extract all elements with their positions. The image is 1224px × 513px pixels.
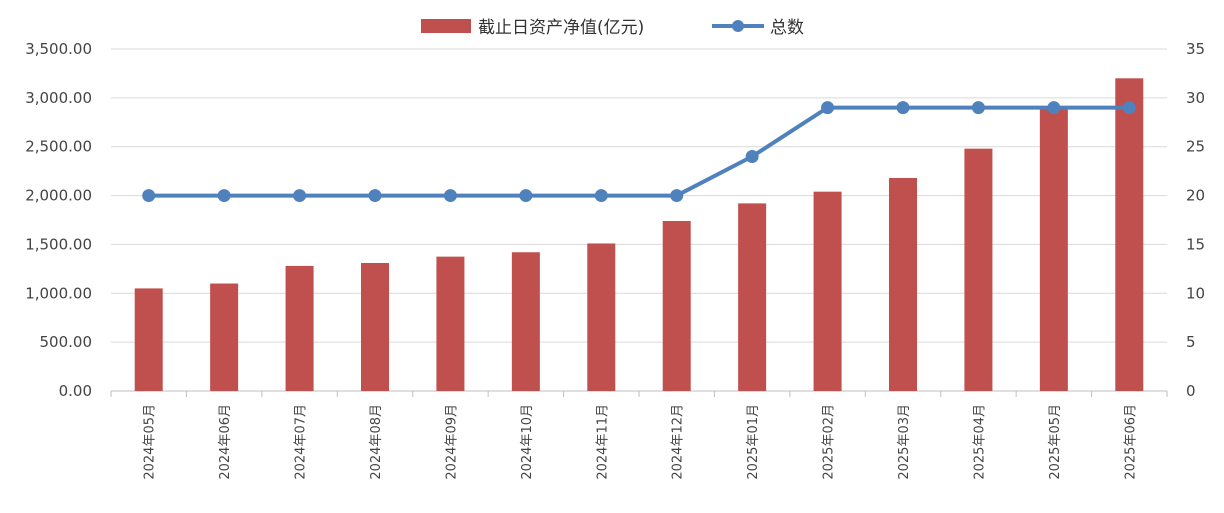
x-tick-label: 2024年12月	[671, 404, 686, 480]
legend-label-line: 总数	[770, 18, 804, 38]
bar	[889, 177, 917, 391]
line-point	[745, 149, 759, 163]
series-line	[148, 105, 1130, 198]
bar	[964, 148, 993, 391]
bar	[511, 252, 540, 391]
y-left-tick-label: 3,000.00	[25, 89, 92, 107]
x-tick-label: 2025年05月	[1048, 404, 1063, 480]
line-point	[1122, 101, 1136, 115]
x-tick-label: 2024年10月	[520, 404, 535, 480]
y-right-tick-label: 0	[1186, 382, 1196, 400]
x-tick-label: 2024年05月	[143, 404, 158, 480]
legend-swatch-marker	[732, 20, 744, 32]
bar	[361, 262, 389, 391]
legend-label-bar: 截止日资产净值(亿元)	[478, 18, 644, 38]
line-point	[217, 189, 231, 203]
y-left-tick-label: 1,000.00	[25, 284, 92, 302]
y-right-tick-label: 25	[1186, 138, 1205, 156]
line-point	[443, 189, 457, 203]
bar	[738, 203, 767, 391]
bar	[587, 243, 616, 391]
x-tick-label: 2024年07月	[294, 404, 309, 480]
y-left-tick-label: 2,500.00	[25, 138, 92, 156]
y-left-tick-label: 500.00	[40, 333, 93, 351]
bar	[1115, 78, 1144, 392]
bar	[662, 220, 691, 391]
y-right-tick-label: 35	[1186, 40, 1205, 58]
y-right-tick-label: 30	[1186, 89, 1205, 107]
x-tick-label: 2024年09月	[444, 404, 459, 480]
x-tick-label: 2024年06月	[218, 404, 233, 480]
x-tick-label: 2025年03月	[897, 404, 912, 480]
y-right-tick-label: 20	[1186, 187, 1205, 205]
bar	[1039, 108, 1068, 391]
bar	[285, 265, 314, 391]
line-point	[670, 189, 684, 203]
y-right-tick-label: 10	[1186, 284, 1205, 302]
x-tick-label: 2024年08月	[369, 404, 384, 480]
y-left-tick-label: 0.00	[59, 382, 92, 400]
line-point	[368, 189, 382, 203]
x-tick-label: 2025年04月	[972, 404, 987, 480]
y-left-tick-label: 1,500.00	[25, 235, 92, 253]
x-tick-label: 2025年06月	[1123, 404, 1138, 480]
line-point	[293, 189, 307, 203]
line-point	[1047, 101, 1061, 115]
line-point	[594, 189, 608, 203]
y-left-tick-label: 3,500.00	[25, 40, 92, 58]
bar	[813, 191, 842, 391]
line-series	[142, 101, 1136, 203]
bar	[210, 283, 239, 391]
y-left-tick-label: 2,000.00	[25, 187, 92, 205]
line-point	[519, 189, 533, 203]
line-point	[142, 189, 156, 203]
bar	[436, 256, 465, 391]
y-right-tick-label: 5	[1186, 333, 1196, 351]
gridlines	[111, 48, 1167, 392]
line-point	[971, 101, 985, 115]
line-point	[896, 101, 910, 115]
axes: 0.00 500.00 1,000.00 1,500.00 2,000.00 2,500.…	[25, 40, 1205, 480]
line-point	[821, 101, 835, 115]
y-right-tick-label: 15	[1186, 235, 1205, 253]
legend: 截止日资产净值(亿元) 总数	[421, 18, 804, 38]
legend-swatch-bar	[421, 19, 471, 33]
x-tick-label: 2025年02月	[822, 404, 837, 480]
x-tick-label: 2024年11月	[595, 404, 610, 480]
bar	[134, 288, 163, 391]
x-tick-label: 2025年01月	[746, 404, 761, 480]
bar-series	[134, 78, 1144, 392]
